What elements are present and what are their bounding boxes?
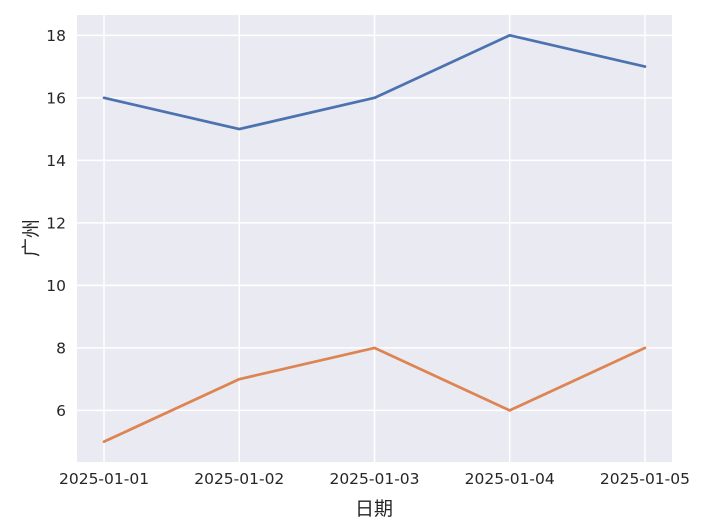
x-tick-label: 2025-01-01 <box>59 470 149 488</box>
y-tick-label: 10 <box>46 277 66 295</box>
y-tick-label: 16 <box>46 89 66 107</box>
series-line-series-2 <box>102 346 647 444</box>
x-tick-label: 2025-01-03 <box>329 470 419 488</box>
x-axis-label: 日期 <box>354 498 394 520</box>
x-tick-label: 2025-01-02 <box>194 470 284 488</box>
x-tick-label: 2025-01-05 <box>600 470 690 488</box>
y-tick-label: 6 <box>56 402 66 420</box>
y-tick-label: 14 <box>46 152 66 170</box>
y-tick-label: 18 <box>46 27 66 45</box>
y-tick-label: 12 <box>46 214 66 232</box>
y-axis-label: 广州 <box>20 218 43 258</box>
y-tick-label: 8 <box>56 339 66 357</box>
x-tick-label: 2025-01-04 <box>465 470 555 488</box>
series-line-series-1 <box>102 33 647 131</box>
